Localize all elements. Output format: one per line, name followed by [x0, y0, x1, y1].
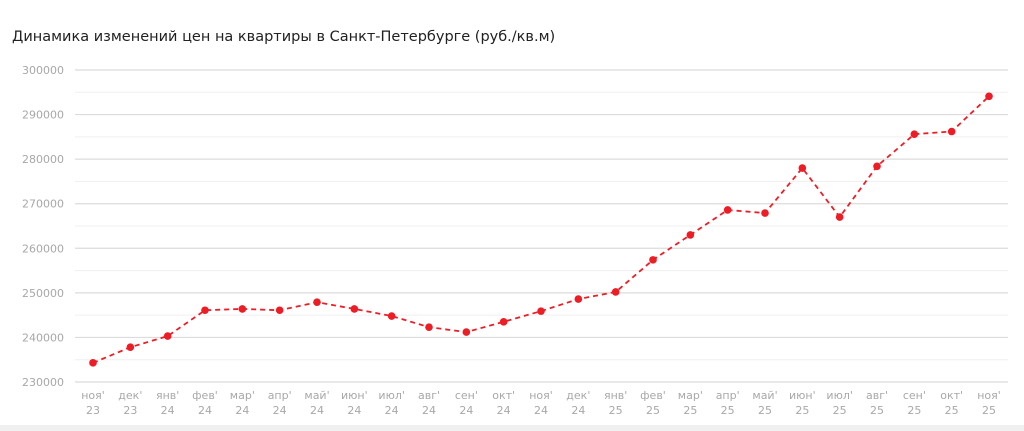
x-tick-label: сен'	[455, 389, 478, 402]
y-tick-label: 230000	[22, 376, 64, 389]
x-tick-label: фев'	[192, 389, 218, 402]
x-tick-label-year: 24	[347, 404, 361, 417]
x-tick-label: дек'	[118, 389, 142, 402]
bottom-bar	[0, 425, 1024, 431]
x-tick-label: янв'	[156, 389, 179, 402]
data-point	[835, 213, 844, 221]
x-tick-label-year: 25	[683, 404, 697, 417]
y-tick-label: 270000	[22, 198, 64, 211]
data-point	[761, 209, 769, 217]
x-tick-label: ноя'	[977, 389, 1001, 402]
x-tick-label: авг'	[418, 389, 440, 402]
x-tick-label: мар'	[230, 389, 255, 402]
data-point	[537, 307, 545, 315]
x-tick-label-year: 24	[198, 404, 212, 417]
y-tick-label: 260000	[22, 242, 64, 255]
y-tick-label: 290000	[22, 109, 64, 122]
x-tick-label-year: 24	[422, 404, 436, 417]
x-tick-label-year: 25	[646, 404, 660, 417]
x-tick-label-year: 24	[534, 404, 548, 417]
data-point	[873, 162, 881, 171]
data-point	[499, 318, 508, 326]
x-tick-label-year: 24	[497, 404, 511, 417]
data-point	[126, 343, 135, 352]
x-tick-label: июл'	[826, 389, 852, 402]
x-tick-label-year: 24	[385, 404, 399, 417]
x-tick-label: сен'	[903, 389, 926, 402]
x-tick-label-year: 24	[310, 404, 324, 417]
x-tick-label-year: 24	[235, 404, 249, 417]
data-point	[686, 231, 695, 239]
y-tick-label: 280000	[22, 153, 64, 166]
x-tick-label: ноя'	[529, 389, 553, 402]
x-tick-label: фев'	[640, 389, 666, 402]
x-tick-label-year: 24	[161, 404, 175, 417]
x-tick-label-year: 24	[273, 404, 287, 417]
x-tick-label-year: 25	[945, 404, 959, 417]
chart-title: Динамика изменений цен на квартиры в Сан…	[12, 29, 556, 45]
x-tick-label: июн'	[789, 389, 816, 402]
x-tick-label: авг'	[866, 389, 888, 402]
x-tick-label-year: 25	[982, 404, 996, 417]
x-tick-label-year: 25	[609, 404, 623, 417]
data-point	[425, 323, 433, 331]
x-tick-label-year: 24	[459, 404, 473, 417]
data-point	[611, 288, 620, 296]
x-tick-label: янв'	[604, 389, 627, 402]
x-tick-label: июн'	[341, 389, 368, 402]
x-tick-label-year: 25	[870, 404, 884, 417]
x-tick-label-year: 24	[571, 404, 585, 417]
data-point	[163, 332, 172, 340]
x-tick-label: июл'	[378, 389, 404, 402]
data-point	[574, 295, 583, 303]
x-tick-label-year: 23	[123, 404, 137, 417]
data-point	[387, 312, 396, 320]
data-point	[910, 130, 919, 138]
x-tick-label: май'	[304, 389, 329, 402]
y-tick-label: 300000	[22, 64, 64, 77]
data-point	[985, 92, 993, 101]
data-point	[350, 305, 359, 313]
data-point	[723, 206, 732, 214]
x-tick-label-year: 23	[86, 404, 100, 417]
x-tick-label: апр'	[716, 389, 740, 402]
data-point	[649, 256, 657, 264]
data-point	[947, 127, 956, 136]
data-point	[313, 298, 321, 307]
data-point	[89, 359, 97, 367]
x-tick-label: май'	[752, 389, 777, 402]
y-tick-label: 250000	[22, 287, 64, 300]
y-tick-label: 240000	[22, 331, 64, 344]
data-point	[798, 164, 807, 172]
data-point	[275, 306, 284, 315]
x-tick-label-year: 25	[721, 404, 735, 417]
x-tick-label: окт'	[940, 389, 963, 402]
x-tick-label: апр'	[268, 389, 292, 402]
x-tick-label: ноя'	[81, 389, 105, 402]
x-tick-label-year: 25	[833, 404, 847, 417]
data-point	[462, 328, 471, 336]
x-tick-label: дек'	[566, 389, 590, 402]
x-tick-label: окт'	[492, 389, 515, 402]
x-tick-label-year: 25	[907, 404, 921, 417]
data-point	[238, 305, 247, 313]
x-tick-label: мар'	[678, 389, 703, 402]
x-tick-label-year: 25	[758, 404, 772, 417]
x-tick-label-year: 25	[795, 404, 809, 417]
data-point	[201, 306, 209, 315]
series-line	[92, 95, 990, 364]
